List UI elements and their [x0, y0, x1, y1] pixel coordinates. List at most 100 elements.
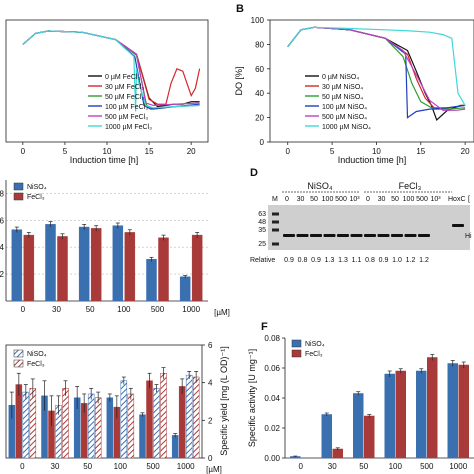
blot-relative-value: 0.8 [298, 257, 308, 264]
blot-lane-m: M [272, 196, 278, 203]
x-tick-label: 50 [359, 462, 368, 471]
panel-b-lines [287, 26, 466, 122]
x-unit-label: [µM] [206, 465, 222, 474]
panel-f-letter: F [261, 321, 268, 333]
blot-lane-number: 0 [285, 196, 289, 203]
bar-NiSO₄-30 [321, 414, 332, 459]
y-tick-label: 60 [255, 65, 264, 74]
panel-f: F 0.00 0.02 0.04 0.06 0.08 0 30 50 100 500 1000 S… [247, 321, 474, 471]
panel-f-bars [290, 354, 469, 459]
legend-swatch [13, 182, 24, 191]
panel-b-yticks: 0 20 40 60 80 100 [251, 16, 270, 147]
bar-NiSO₄-500 [416, 370, 427, 459]
blot-mw-label: 48 [258, 219, 266, 226]
bar-NiSO₄-0 [11, 229, 23, 302]
panel-e: 0 2 4 6 0 30 50 100 500 1000 [µM] Specific yield … [5, 341, 229, 474]
y-tick-label: 0.06 [264, 364, 280, 373]
x-tick-label: 500 [420, 462, 434, 471]
blot-mw-label: 35 [258, 227, 266, 234]
legend-label: 50 µM NiSO₄ [322, 94, 363, 101]
bar-FeCl₃ (yield)-0 [29, 388, 37, 459]
panel-f-ylabel: Specific activity [U mg⁻¹] [247, 349, 257, 447]
x-tick-label: 30 [52, 305, 61, 314]
y-tick-label: 100 [251, 16, 265, 25]
blot-band [323, 234, 336, 237]
panel-f-yticks: 0.00 0.02 0.04 0.06 0.08 [264, 334, 285, 463]
x-tick-label: 15 [145, 147, 154, 156]
x-tick-label: 30 [51, 462, 60, 471]
bar-FeCl₃-500 [146, 380, 153, 459]
panel-c-gridlines [6, 193, 208, 275]
bar-FeCl₃-100 [124, 232, 136, 302]
x-tick-label: 1000 [177, 462, 195, 471]
y2-tick-label: 6 [208, 341, 213, 350]
x-tick-label: 15 [416, 147, 425, 156]
bar-NiSO₄-100 [106, 397, 114, 459]
bar-FeCl₃-0 [23, 234, 35, 302]
series-line-3 [287, 26, 466, 119]
series-line-5 [22, 30, 200, 112]
blot-label-niso4: NiSO₄ [307, 181, 333, 191]
x-tick-label: 1000 [182, 305, 200, 314]
bar-FeCl₃-1000 [458, 364, 469, 459]
panel-a: 0 5 10 15 20 Induction time [h] 0 µM FeCl₃ 30… [5, 19, 209, 165]
panel-e-y2ticks: 0 2 4 6 [202, 341, 213, 463]
legend-label: 0 µM FeCl₃ [105, 74, 140, 81]
panel-a-xticks: 0 5 10 15 20 [21, 142, 196, 156]
panel-b-legend: 0 µM NiSO₄ 30 µM NiSO₄ 50 µM NiSO₄ 100 µM N… [305, 74, 371, 131]
legend-label: FeCl₃ [27, 194, 45, 201]
blot-relative-values: 0.9 0.8 0.9 1.3 1.3 1.1 0.8 0.9 1.0 1.2 1.2 [284, 257, 429, 264]
blot-lane-number: 0 [366, 196, 370, 203]
panel-b-xlabel: Induction time [h] [338, 155, 407, 165]
panel-a-lines [22, 30, 201, 112]
panel-c-bars [11, 221, 203, 302]
legend-label: NiSO₄ [27, 184, 47, 191]
blot-band [377, 234, 390, 237]
panel-f-xticks: 0 30 50 100 500 1000 [299, 462, 468, 471]
blot-lane-number: 50 [391, 196, 399, 203]
bar-NiSO₄-100 [112, 225, 124, 302]
blot-relative-value: 1.2 [406, 257, 416, 264]
legend-swatch [13, 359, 24, 368]
blot-ladder-band [272, 220, 279, 224]
bar-FeCl₃-1000 [191, 234, 203, 302]
y-tick-label: 4 [0, 243, 5, 252]
blot-lane-number: 500 [335, 196, 347, 203]
panel-c: 2 4 6 8 0 30 50 100 500 1000 [µM] NiSO₄ FeCl₃ [0, 180, 230, 317]
bar-FeCl₃ (yield)-100 [127, 393, 135, 459]
blot-band [296, 234, 309, 237]
series-line-4 [287, 26, 466, 111]
bar-FeCl₃-500 [427, 357, 438, 459]
x-tick-label: 5 [63, 147, 68, 156]
panel-b-ylabel: DO [%] [234, 66, 244, 95]
bar-FeCl₃ (yield)-30 [62, 388, 69, 459]
bar-NiSO₄ (yield)-100 [120, 380, 128, 459]
y-tick-label: 2 [0, 270, 5, 279]
y-tick-label: 0.02 [264, 424, 280, 433]
legend-label: 30 µM FeCl₃ [105, 84, 144, 91]
blot-mw-label: 25 [258, 241, 266, 248]
x-tick-label: 500 [151, 305, 165, 314]
y-tick-label: 0.04 [264, 394, 280, 403]
panel-b-letter: B [236, 3, 244, 15]
panel-a-legend: 0 µM FeCl₃ 30 µM FeCl₃ 50 µM FeCl₃ 100 µM F… [88, 74, 152, 131]
panel-a-xlabel: Induction time [h] [70, 155, 139, 165]
blot-ladder-band [272, 212, 279, 216]
x-tick-label: 500 [146, 462, 160, 471]
panel-b: B 0 20 40 60 80 100 0 5 10 15 20 DO [%] Induction… [234, 3, 474, 165]
bar-FeCl₃-100 [395, 370, 406, 459]
legend-label: NiSO₄ [305, 341, 325, 348]
bar-FeCl₃-30 [57, 236, 68, 302]
series-line-5 [287, 26, 466, 106]
blot-band [350, 234, 363, 237]
x-tick-label: 10 [103, 147, 112, 156]
blot-relative-value: 0.9 [311, 257, 321, 264]
blot-relative-value: 0.8 [365, 257, 375, 264]
legend-label: FeCl₃ [305, 351, 323, 358]
blot-membrane [268, 205, 470, 250]
blot-ladder-band [272, 242, 279, 246]
panel-e-y2label: Specific yield [mg (L OD)⁻¹] [219, 346, 229, 455]
legend-label: 0 µM NiSO₄ [322, 74, 359, 81]
legend-label: 1000 µM NiSO₄ [322, 124, 371, 131]
x-tick-label: 0 [286, 147, 291, 156]
